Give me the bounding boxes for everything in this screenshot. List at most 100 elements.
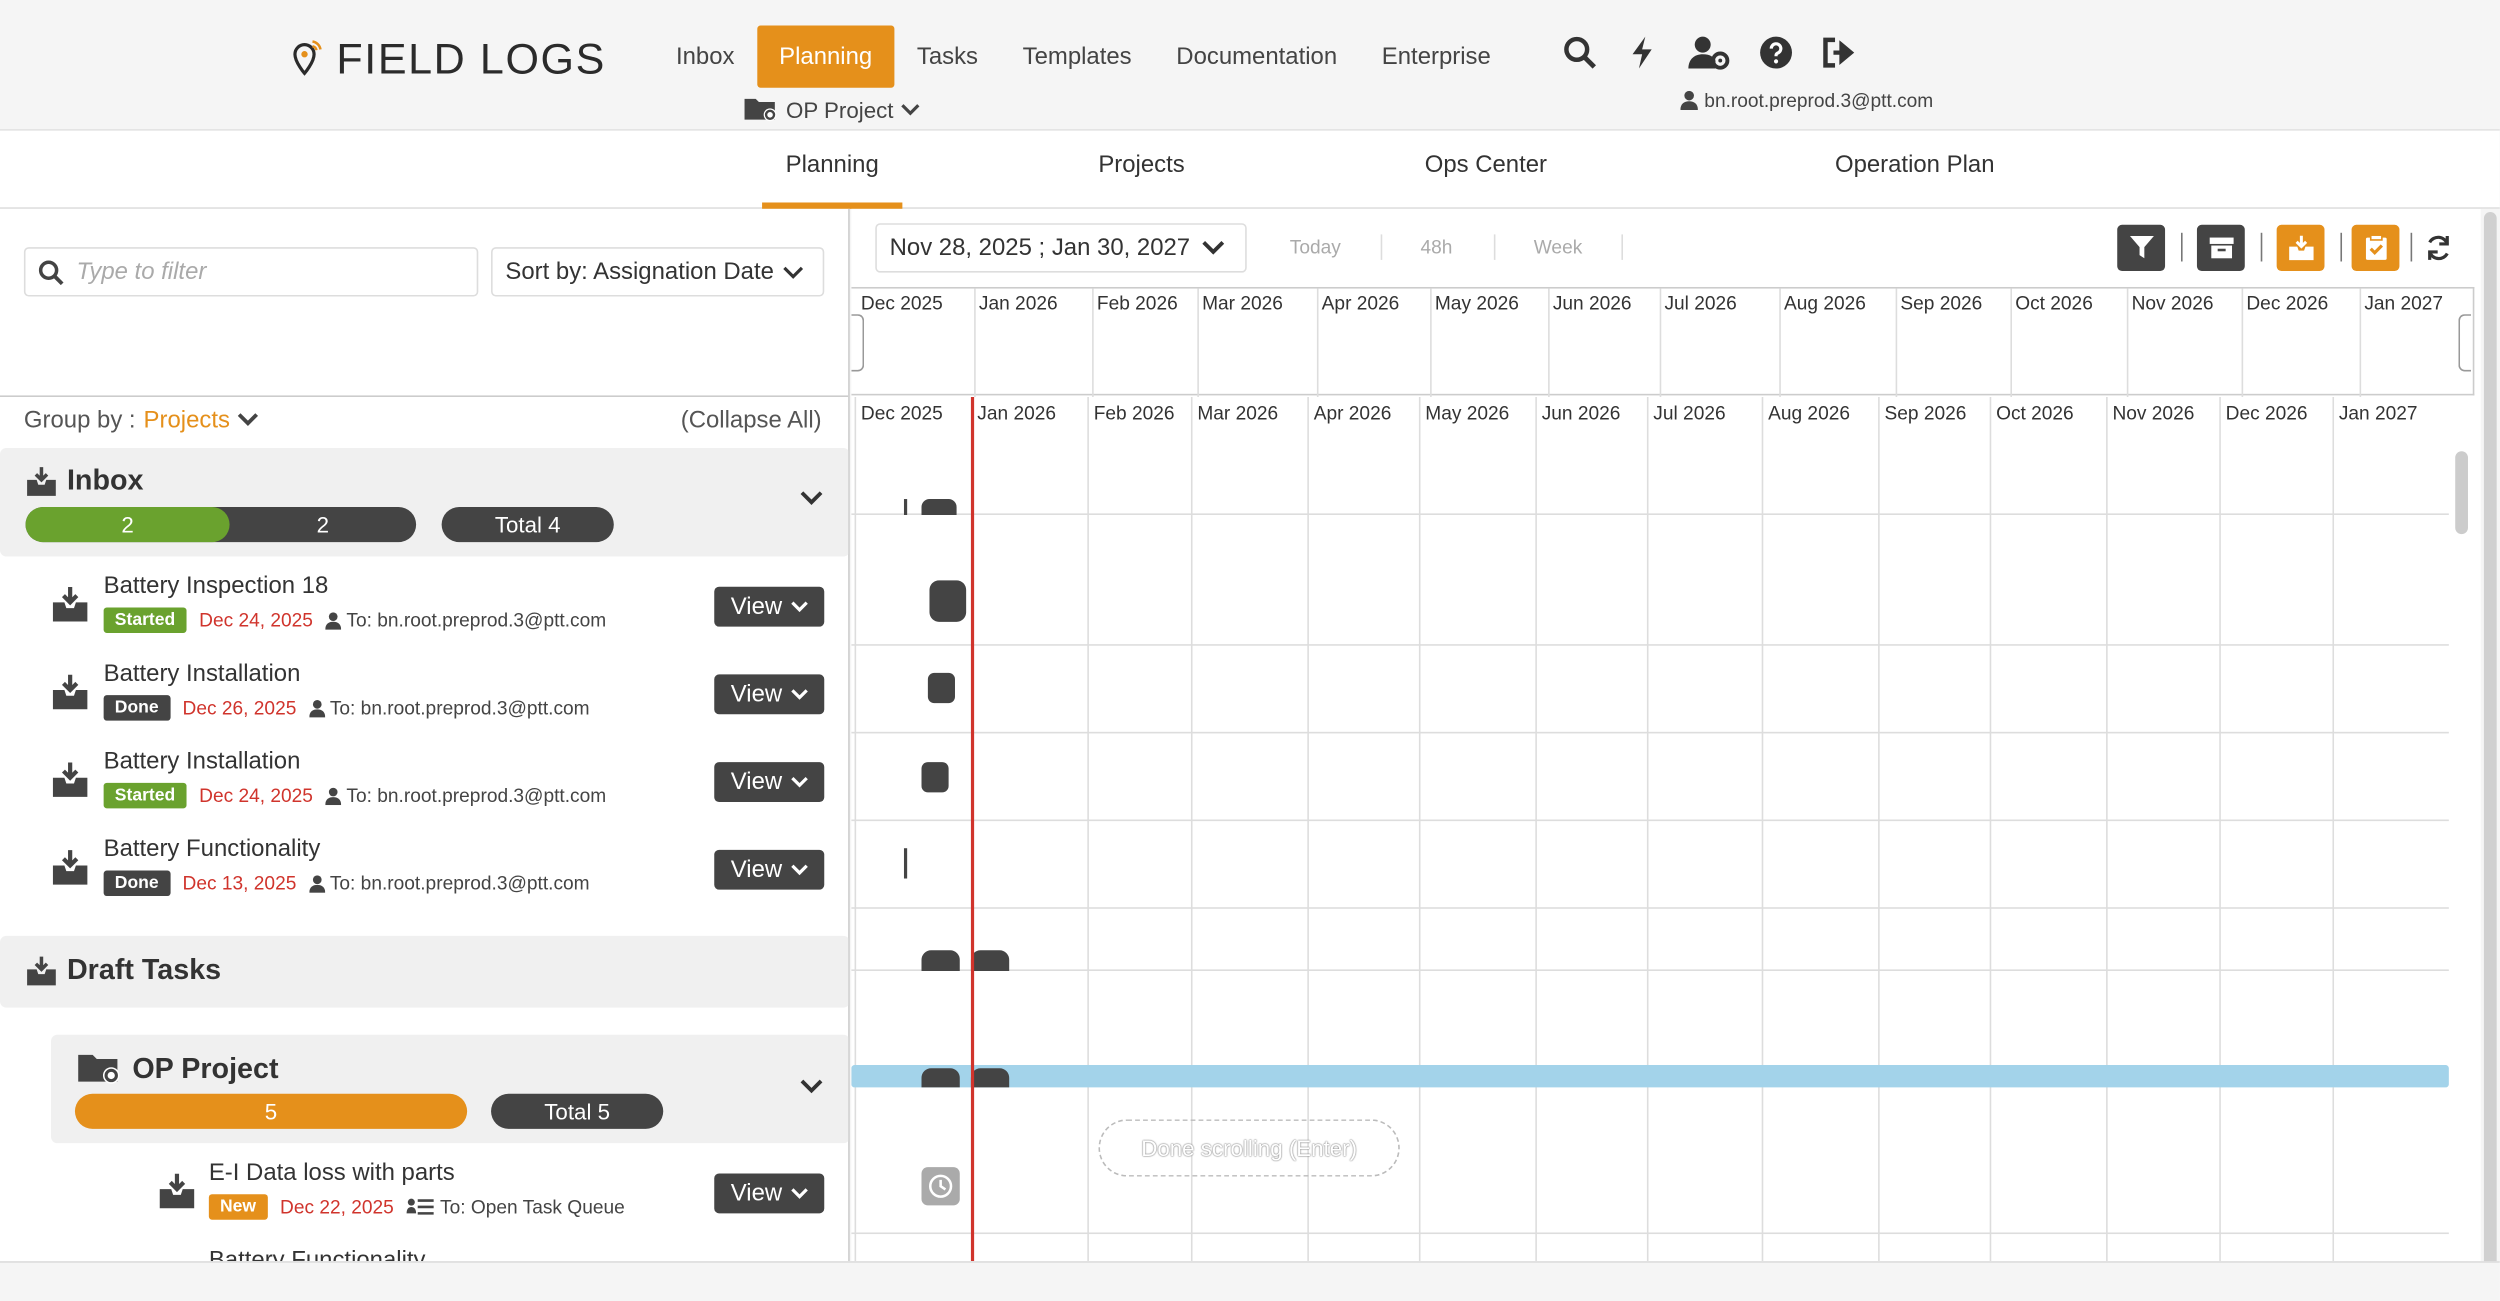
inbox-icon (2288, 235, 2313, 261)
filter-input[interactable] (76, 258, 460, 286)
nav-planning[interactable]: Planning (756, 25, 895, 88)
user-icon (325, 611, 342, 629)
group-by-label: Group by : (23, 406, 136, 434)
quick-week[interactable]: Week (1533, 235, 1583, 259)
tab-ops-center[interactable]: Ops Center (1424, 151, 1548, 179)
timeline-month-line (1535, 397, 1537, 1262)
quick-48h[interactable]: 48h (1420, 235, 1453, 259)
task-title[interactable]: Battery Installation (103, 747, 301, 775)
timeline-bar[interactable] (921, 950, 960, 971)
overview-month-line (1197, 288, 1199, 398)
nav-tasks[interactable]: Tasks (916, 43, 979, 71)
task-row[interactable]: Battery Functionality (0, 1244, 848, 1262)
timeline-bar[interactable] (970, 1068, 1010, 1088)
view-button[interactable]: View (714, 849, 825, 890)
task-title[interactable]: Battery Installation (103, 660, 301, 688)
view-label: View (730, 768, 783, 796)
overview-month-line (1316, 288, 1319, 398)
timeline-bar[interactable] (927, 672, 955, 704)
task-title[interactable]: E-I Data loss with parts (208, 1159, 455, 1187)
tab-projects[interactable]: Projects (1098, 151, 1185, 179)
inbox-toggle-button[interactable] (2276, 224, 2325, 272)
task-row[interactable]: Battery Inspection 18 Started Dec 24, 20… (0, 569, 848, 657)
view-button[interactable]: View (714, 1173, 825, 1214)
tab-planning[interactable]: Planning (762, 131, 903, 209)
tasks-toggle-button[interactable] (2351, 224, 2400, 272)
task-list-panel: Sort by: Assignation Date Group by : Pro… (0, 208, 850, 1262)
row-line (851, 969, 2449, 971)
timeline-bar[interactable] (921, 762, 949, 793)
timeline-bar[interactable] (921, 1068, 960, 1088)
timeline-month-line (2219, 397, 2221, 1262)
project-selector[interactable]: OP Project (743, 96, 921, 123)
refresh-button[interactable] (2414, 225, 2462, 271)
timeline-overview[interactable]: Dec 2025 Jan 2026 Feb 2026 Mar 2026 Apr 2026… (851, 286, 2475, 398)
task-title[interactable]: Battery Functionality (208, 1246, 426, 1262)
bolt-icon[interactable] (1625, 35, 1660, 70)
logout-icon[interactable] (1821, 35, 1856, 70)
view-button[interactable]: View (714, 762, 825, 802)
page-scrollbar-track[interactable] (2480, 208, 2500, 1301)
task-title[interactable]: Battery Inspection 18 (103, 572, 329, 600)
user-email: bn.root.preprod.3@ptt.com (1704, 89, 1934, 112)
archive-button[interactable] (2196, 224, 2245, 272)
sort-select[interactable]: Sort by: Assignation Date (491, 247, 825, 297)
user-icon (309, 699, 326, 717)
date-range-picker[interactable]: Nov 28, 2025 ; Jan 30, 2027 (875, 223, 1247, 273)
help-icon[interactable] (1759, 35, 1794, 70)
timeline-bar[interactable] (970, 950, 1010, 971)
scheduled-task-marker[interactable] (921, 1167, 960, 1206)
timeline-month-line (1761, 397, 1764, 1262)
overview-month-label: Jun 2026 (1552, 291, 1632, 315)
group-by-select[interactable]: Group by : Projects (24, 407, 259, 434)
sort-label: Sort by: Assignation Date (505, 258, 774, 286)
task-assignee: To: bn.root.preprod.3@ptt.com (325, 609, 606, 631)
logo[interactable]: FIELD LOGS (289, 32, 606, 86)
timeline-month-line (2106, 397, 2108, 1262)
quick-today[interactable]: Today (1289, 235, 1341, 259)
draft-tasks-group[interactable]: Draft Tasks (0, 935, 849, 1008)
tab-operation-plan[interactable]: Operation Plan (1834, 151, 1995, 179)
task-row[interactable]: Battery Installation Done Dec 26, 2025 T… (0, 657, 848, 745)
range-handle-right[interactable] (2458, 314, 2472, 372)
header-icons (1562, 35, 1855, 70)
overview-month-label: Sep 2026 (1900, 291, 1983, 315)
overview-month-line (1092, 288, 1094, 398)
task-row[interactable]: Battery Functionality Done Dec 13, 2025 … (0, 832, 848, 920)
nav-inbox[interactable]: Inbox (675, 43, 735, 71)
view-button[interactable]: View (714, 674, 825, 715)
range-handle-left[interactable] (851, 314, 865, 372)
view-button[interactable]: View (714, 586, 825, 627)
filter-button[interactable] (2117, 224, 2166, 272)
task-row[interactable]: Battery Installation Started Dec 24, 202… (0, 745, 848, 833)
user-gear-icon[interactable] (1687, 35, 1732, 70)
nav-enterprise[interactable]: Enterprise (1381, 43, 1491, 71)
project-timeline-bar[interactable] (851, 1065, 2449, 1088)
task-title[interactable]: Battery Functionality (103, 835, 321, 863)
timeline-bar[interactable] (921, 499, 957, 515)
inbox-group[interactable]: Inbox 2 2 Total 4 (0, 448, 849, 557)
collapse-all-link[interactable]: (Collapse All) (680, 406, 822, 434)
page-scrollbar-thumb[interactable] (2483, 212, 2497, 1281)
task-row[interactable]: E-I Data loss with parts New Dec 22, 202… (0, 1156, 848, 1244)
done-scrolling-button[interactable]: Done scrolling (Enter) (1098, 1119, 1400, 1177)
task-meta: Started Dec 24, 2025 To: bn.root.preprod… (103, 607, 606, 633)
chevron-down-icon[interactable] (800, 1079, 823, 1094)
overview-month-line (1779, 288, 1781, 398)
row-line (851, 907, 2449, 909)
task-date: Dec 24, 2025 (199, 784, 313, 807)
task-meta: Done Dec 26, 2025 To: bn.root.preprod.3@… (103, 695, 590, 721)
op-project-group[interactable]: OP Project 5 Total 5 (51, 1034, 849, 1144)
chevron-down-icon[interactable] (800, 491, 823, 505)
nav-documentation[interactable]: Documentation (1176, 43, 1338, 71)
nav-templates[interactable]: Templates (1022, 43, 1132, 71)
overview-month-line (2241, 288, 2244, 398)
timeline-month-line (1307, 397, 1309, 1262)
task-assignee: To: Open Task Queue (406, 1196, 625, 1218)
timeline-bar[interactable] (903, 848, 908, 879)
timeline-bar[interactable] (929, 580, 967, 622)
row-line (851, 644, 2449, 646)
search-icon[interactable] (1562, 35, 1597, 70)
timeline-scrollbar[interactable] (2455, 451, 2468, 535)
timeline-bar[interactable] (903, 499, 908, 515)
